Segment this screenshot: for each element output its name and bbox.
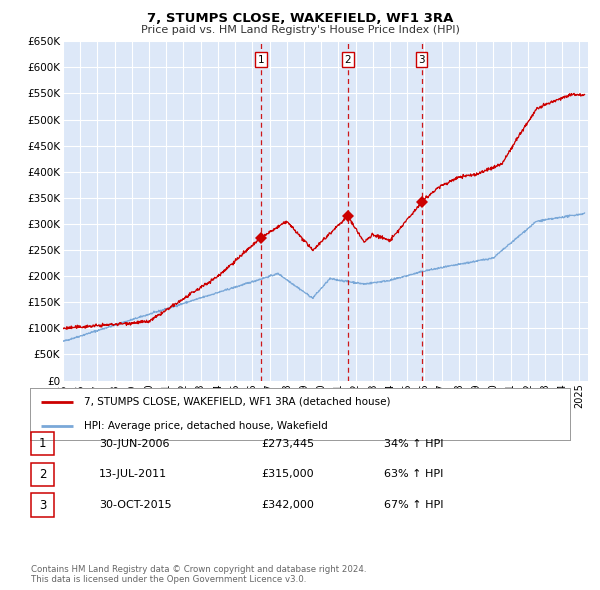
- Text: 30-OCT-2015: 30-OCT-2015: [99, 500, 172, 510]
- Text: 67% ↑ HPI: 67% ↑ HPI: [384, 500, 443, 510]
- Text: 2: 2: [39, 468, 46, 481]
- Text: Price paid vs. HM Land Registry's House Price Index (HPI): Price paid vs. HM Land Registry's House …: [140, 25, 460, 35]
- Text: Contains HM Land Registry data © Crown copyright and database right 2024.
This d: Contains HM Land Registry data © Crown c…: [31, 565, 367, 584]
- Text: 7, STUMPS CLOSE, WAKEFIELD, WF1 3RA (detached house): 7, STUMPS CLOSE, WAKEFIELD, WF1 3RA (det…: [84, 396, 391, 407]
- Text: 1: 1: [39, 437, 46, 450]
- Text: 13-JUL-2011: 13-JUL-2011: [99, 470, 167, 479]
- Text: £315,000: £315,000: [261, 470, 314, 479]
- Text: £342,000: £342,000: [261, 500, 314, 510]
- Text: £273,445: £273,445: [261, 439, 314, 448]
- Text: 2: 2: [344, 54, 351, 64]
- Text: 3: 3: [39, 499, 46, 512]
- Text: 63% ↑ HPI: 63% ↑ HPI: [384, 470, 443, 479]
- Text: 1: 1: [257, 54, 264, 64]
- Text: 30-JUN-2006: 30-JUN-2006: [99, 439, 170, 448]
- Text: 7, STUMPS CLOSE, WAKEFIELD, WF1 3RA: 7, STUMPS CLOSE, WAKEFIELD, WF1 3RA: [147, 12, 453, 25]
- Text: 3: 3: [418, 54, 425, 64]
- Text: HPI: Average price, detached house, Wakefield: HPI: Average price, detached house, Wake…: [84, 421, 328, 431]
- Text: 34% ↑ HPI: 34% ↑ HPI: [384, 439, 443, 448]
